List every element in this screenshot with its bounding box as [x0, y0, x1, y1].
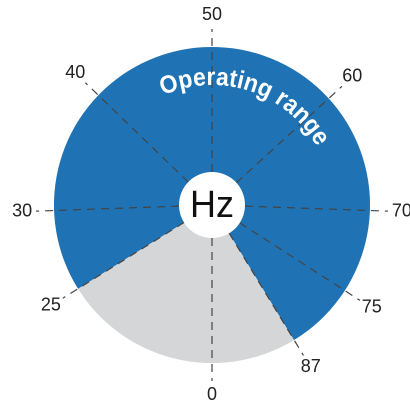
- tick-label: 70: [392, 200, 410, 220]
- tick-label: 40: [65, 62, 85, 82]
- tick-label: 30: [12, 200, 32, 220]
- tick-labels: 0 25 30 40 50 60 70 75 87: [12, 4, 410, 401]
- tick-label: 75: [362, 297, 382, 317]
- tick-label: 25: [41, 294, 61, 314]
- tick-label: 60: [342, 66, 362, 86]
- dashed-line: [62, 221, 185, 299]
- dashed-line: [36, 205, 180, 212]
- dashed-line: [235, 85, 343, 184]
- tick-label: 0: [207, 384, 217, 401]
- dashed-lines: [36, 29, 388, 381]
- dashed-line: [228, 232, 304, 356]
- dashed-line: [244, 205, 388, 212]
- dashed-line: [84, 82, 189, 183]
- center-hub: [179, 172, 245, 238]
- center-label: Hz: [190, 184, 234, 226]
- dashed-line: [239, 222, 361, 301]
- tick-label: 87: [301, 356, 321, 376]
- tick-label: 50: [202, 4, 222, 24]
